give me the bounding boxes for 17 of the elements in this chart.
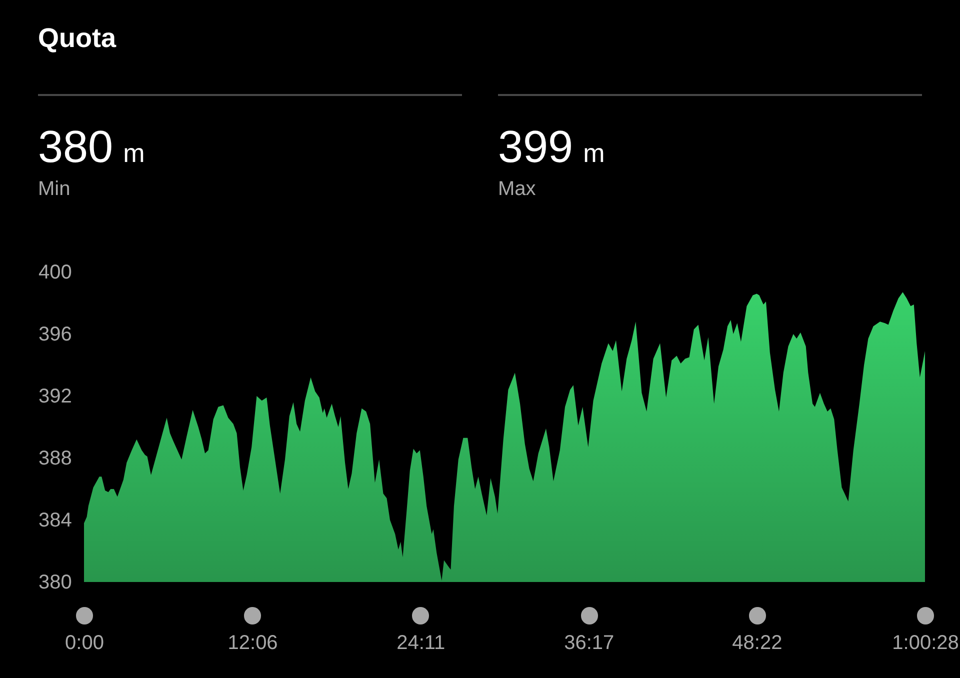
y-tick-label: 392 xyxy=(38,386,72,408)
text: Min xyxy=(38,178,72,200)
x-tick-label: 48:22 xyxy=(732,632,782,654)
text: Max xyxy=(498,178,537,200)
text: 399 m xyxy=(498,121,605,172)
y-tick-label: 396 xyxy=(38,324,72,346)
y-tick-label: 388 xyxy=(38,448,72,470)
y-tick-label: 400 xyxy=(38,262,72,284)
x-tick-label: 0:00 xyxy=(65,632,104,654)
y-tick-label: 384 xyxy=(38,510,72,532)
y-tick-label: 380 xyxy=(38,572,72,594)
chart-title: Quota xyxy=(38,23,116,53)
x-tick-label: 12:06 xyxy=(228,632,278,654)
x-tick-label: 1:00:28 xyxy=(892,632,959,654)
text: 380 m xyxy=(38,121,145,172)
x-tick-label: 24:11 xyxy=(396,632,446,654)
x-tick-label: 36:17 xyxy=(564,632,614,654)
